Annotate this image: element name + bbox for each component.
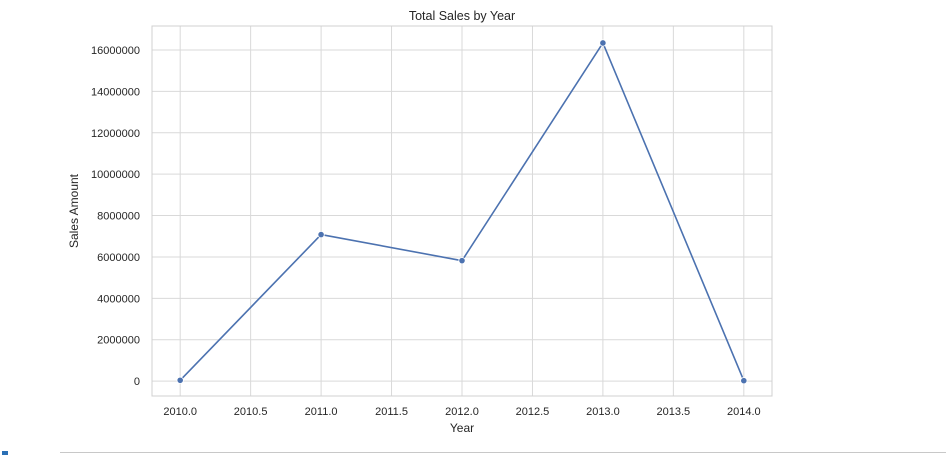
y-tick-label: 2000000 <box>97 335 140 347</box>
y-axis-label: Sales Amount <box>67 173 81 248</box>
data-point <box>176 376 184 384</box>
plot-area-frame <box>151 25 773 397</box>
y-tick-label: 10000000 <box>91 169 140 181</box>
chart-title: Total Sales by Year <box>409 9 515 23</box>
data-point <box>599 39 607 47</box>
x-tick-label: 2011.5 <box>375 406 408 418</box>
data-point <box>317 230 325 239</box>
y-tick-label: 6000000 <box>97 252 140 264</box>
x-tick-label: 2010.0 <box>163 406 197 418</box>
series-layer <box>176 39 748 385</box>
y-tick-label: 4000000 <box>97 293 140 305</box>
corner-marker <box>2 451 8 455</box>
x-tick-label: 2013.0 <box>586 406 620 418</box>
y-tick-labels: 0 2000000 4000000 6000000 8000000 10000000 120… <box>91 45 140 388</box>
x-tick-label: 2012.5 <box>516 406 550 418</box>
x-tick-labels: 2010.0 2010.5 2011.0 2011.5 2012.0 2012.5 2013… <box>163 406 760 418</box>
data-point <box>458 257 466 265</box>
y-tick-label: 0 <box>134 376 140 388</box>
x-tick-label: 2014.0 <box>727 406 761 418</box>
y-tick-label: 8000000 <box>97 211 140 223</box>
y-tick-label: 16000000 <box>91 45 140 57</box>
y-tick-label: 14000000 <box>91 86 140 98</box>
x-tick-label: 2012.0 <box>445 406 479 418</box>
x-tick-label: 2011.0 <box>305 406 338 418</box>
x-tick-label: 2010.5 <box>234 406 268 418</box>
x-tick-label: 2013.5 <box>657 406 691 418</box>
data-point <box>740 377 748 385</box>
grid-layer <box>152 26 772 396</box>
y-tick-label: 12000000 <box>91 128 140 140</box>
x-axis-label: Year <box>450 421 474 435</box>
